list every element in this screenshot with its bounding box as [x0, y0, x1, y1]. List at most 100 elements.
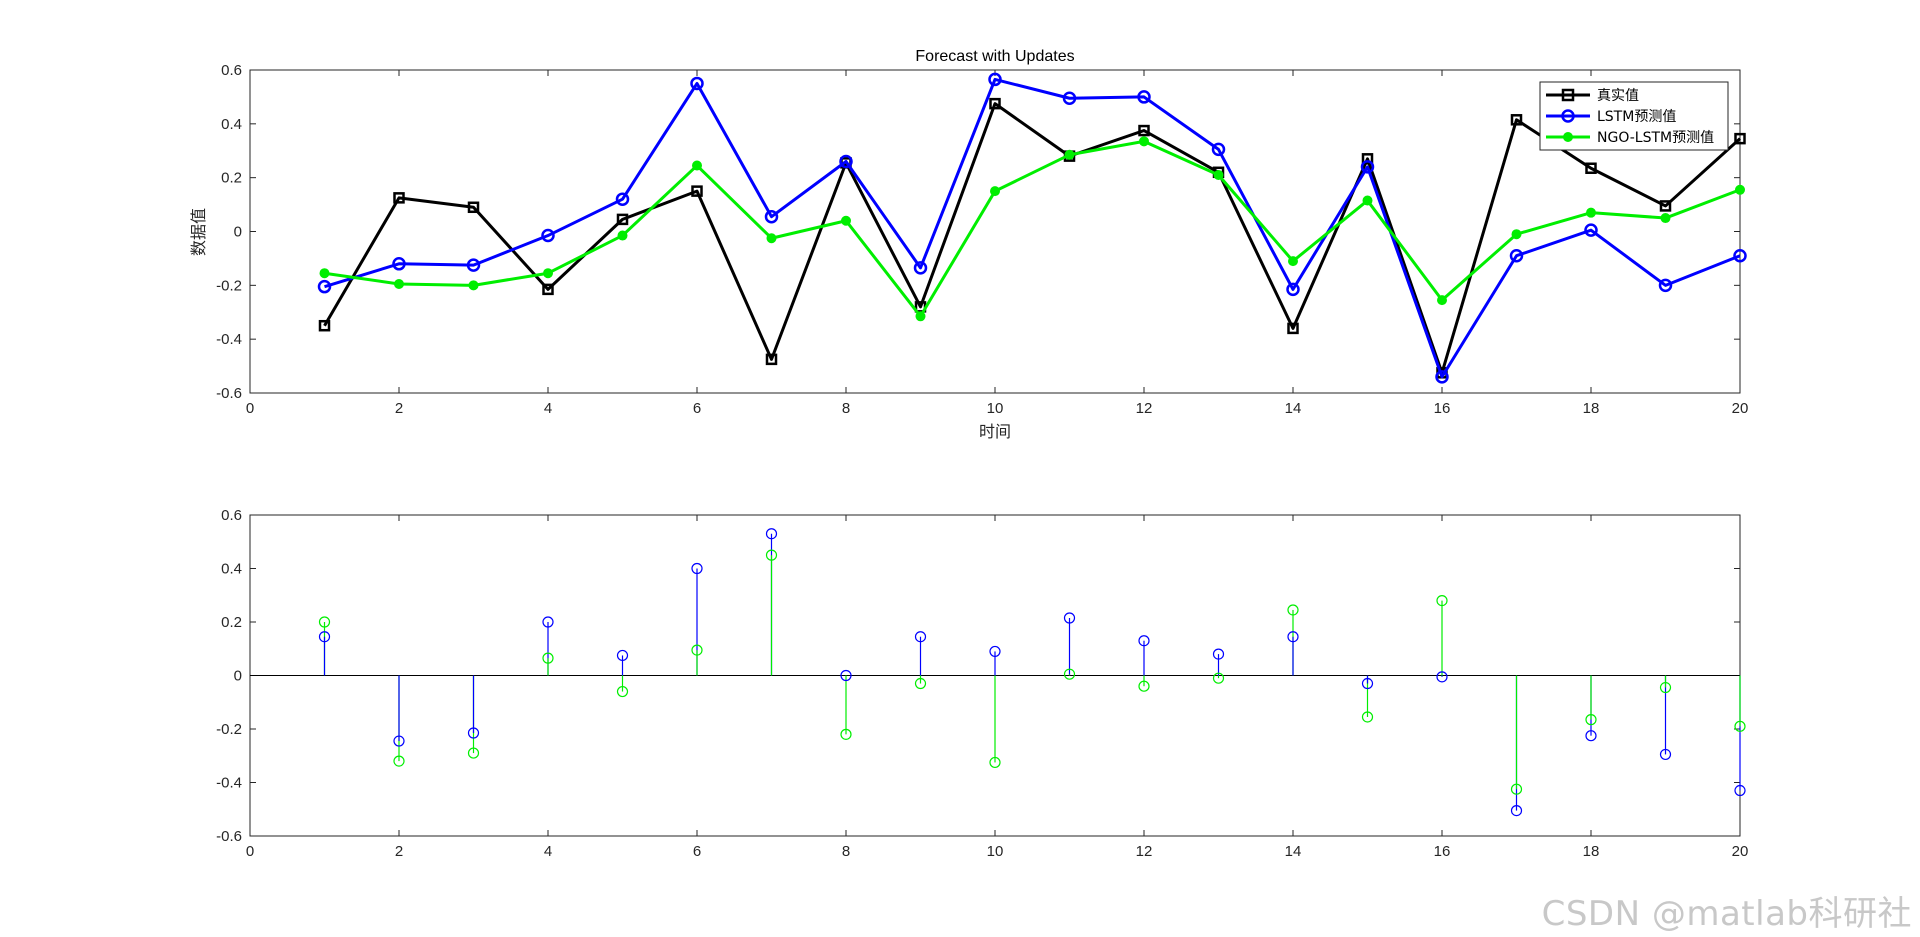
stem-marker: [467, 747, 480, 759]
y-tick-label: 0.6: [221, 507, 242, 524]
bottom-stems-group: [250, 528, 1746, 817]
x-tick-label: 0: [246, 400, 254, 417]
data-point: [1137, 90, 1151, 104]
data-point: [319, 268, 330, 279]
data-point: [1437, 295, 1447, 306]
data-point: [990, 186, 1000, 197]
stem-marker: [1585, 714, 1597, 726]
data-point: [394, 278, 404, 289]
stem-marker: [1734, 720, 1746, 732]
data-point: [841, 215, 851, 226]
data-point: [1062, 91, 1077, 106]
data-point: [541, 228, 555, 243]
data-point: [1288, 256, 1298, 267]
legend-label: NGO-LSTM预测值: [1597, 130, 1714, 146]
data-point: [615, 192, 630, 206]
y-tick-label: -0.2: [216, 721, 242, 738]
y-tick-label: 0.2: [221, 170, 242, 187]
data-point: [1509, 248, 1524, 263]
data-point: [1139, 136, 1149, 147]
data-point: [1659, 200, 1672, 212]
data-point: [317, 279, 332, 294]
stem-marker: [393, 735, 405, 747]
data-point: [1733, 248, 1747, 263]
legend-entry-ngo-lstm: NGO-LSTM预测值: [1546, 130, 1714, 146]
stem-marker: [1212, 672, 1225, 684]
stem-marker: [989, 756, 1001, 769]
x-tick-label: 10: [987, 400, 1004, 417]
data-point: [765, 353, 778, 366]
watermark: CSDN @matlab科研社: [1541, 894, 1912, 934]
x-tick-label: 2: [395, 843, 403, 860]
data-point: [988, 72, 1002, 87]
stem-marker: [1361, 711, 1374, 723]
data-point: [1510, 114, 1523, 126]
stem-marker: [542, 616, 554, 628]
series-line: [324, 139, 1741, 318]
stem-marker: [1734, 784, 1746, 797]
data-point: [1138, 124, 1150, 137]
data-point: [542, 283, 554, 296]
stem-marker: [1510, 783, 1523, 795]
data-point: [617, 230, 628, 241]
stem-marker: [1287, 631, 1299, 643]
data-point: [393, 192, 405, 204]
data-point: [915, 311, 926, 322]
stem-marker: [765, 549, 778, 561]
data-point: [839, 154, 853, 169]
data-point: [1584, 223, 1598, 237]
stem-marker: [1436, 594, 1448, 607]
x-tick-label: 12: [1136, 400, 1153, 417]
data-point: [1361, 153, 1374, 165]
data-point: [690, 76, 704, 91]
stem-marker: [1063, 612, 1076, 624]
data-point: [1362, 195, 1373, 206]
y-axis-label: 数据值: [189, 208, 208, 256]
data-point: [1287, 322, 1299, 335]
stem-marker: [616, 649, 629, 662]
y-tick-label: 0.4: [221, 561, 242, 578]
data-point: [1211, 142, 1226, 157]
stem-marker: [691, 562, 703, 575]
data-point: [766, 233, 777, 244]
stem-marker: [1063, 668, 1076, 680]
legend-entry-lstm: LSTM预测值: [1546, 109, 1676, 125]
stem-marker: [989, 645, 1001, 658]
top-plot: 0 2 4 6 8 10 12 14 16 18 20-0.6-0.4-0.200.20.40.6 …: [189, 48, 1748, 441]
x-tick-label: 16: [1434, 843, 1451, 860]
data-point: [543, 268, 553, 279]
x-tick-label: 2: [395, 400, 403, 417]
stem-marker: [616, 685, 629, 698]
data-point: [1585, 162, 1597, 174]
stem-marker: [840, 728, 852, 740]
data-point: [1734, 132, 1746, 145]
data-point: [1213, 169, 1224, 180]
x-tick-label: 6: [693, 400, 701, 417]
data-point: [1435, 370, 1449, 384]
top-series-group: [317, 72, 1747, 384]
data-point: [764, 209, 779, 224]
stem-marker: [1287, 604, 1299, 616]
y-tick-label: -0.6: [216, 385, 242, 402]
data-point: [1286, 282, 1300, 297]
x-tick-label: 18: [1583, 843, 1600, 860]
data-point: [1735, 184, 1745, 195]
stem-marker: [1212, 648, 1225, 660]
x-tick-label: 14: [1285, 843, 1302, 860]
stem-marker: [1436, 671, 1448, 683]
bottom-plot: 0 2 4 6 8 10 12 14 16 18 20 -0.6 -0.4 -0.2 0 0.2 0.4 0.6: [216, 507, 1748, 860]
legend-label: LSTM预测值: [1597, 109, 1676, 125]
y-tick-label: 0.2: [221, 614, 242, 631]
x-tick-label: 4: [544, 400, 552, 417]
data-point: [616, 213, 629, 226]
data-point: [1064, 149, 1075, 160]
x-tick-label: 20: [1732, 400, 1749, 417]
series-line: [323, 102, 1742, 375]
stem-marker: [1361, 677, 1374, 690]
stem-marker: [1659, 681, 1672, 694]
y-tick-label: -0.6: [216, 828, 242, 845]
x-tick-label: 0: [246, 843, 254, 860]
data-point: [392, 257, 406, 271]
x-tick-label: 8: [842, 843, 850, 860]
